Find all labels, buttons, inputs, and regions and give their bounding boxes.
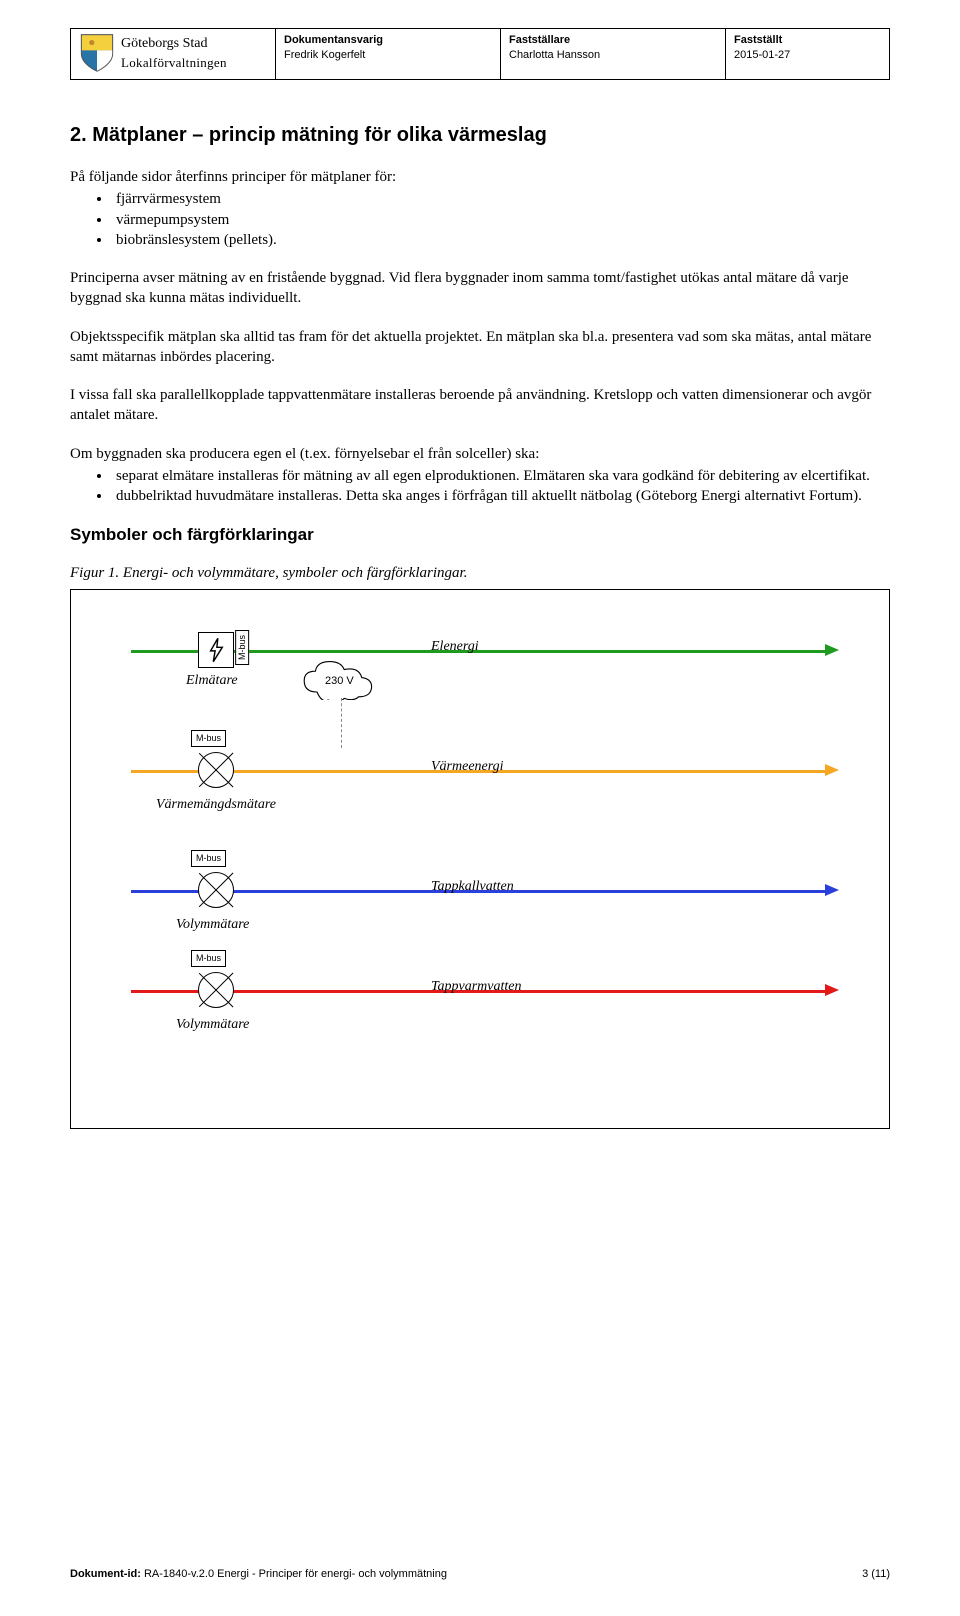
flow-label: Tappkallvatten bbox=[431, 878, 514, 897]
page-number: 3 (11) bbox=[862, 1567, 890, 1582]
electrical-list: separat elmätare installeras för mätning… bbox=[112, 466, 890, 507]
arrow-icon bbox=[825, 884, 839, 896]
figure-row-tappvarm: M-bus Tappvarmvatten Volymmätare bbox=[131, 960, 859, 1050]
arrow-icon bbox=[825, 764, 839, 776]
elmeter-symbol bbox=[198, 632, 234, 668]
volume-meter-symbol bbox=[198, 872, 234, 908]
system-list: fjärrvärmesystem värmepumpsystem biobrän… bbox=[112, 189, 890, 250]
flow-label: Tappvarmvatten bbox=[431, 978, 521, 997]
arrow-icon bbox=[825, 984, 839, 996]
symbols-heading: Symboler och färgförklaringar bbox=[70, 524, 890, 547]
flow-label: Värmeenergi bbox=[431, 758, 504, 777]
figure-row-tappkall: M-bus Tappkallvatten Volymmätare bbox=[131, 860, 859, 960]
list-item: separat elmätare installeras för mätning… bbox=[112, 466, 890, 486]
meter-caption: Volymmätare bbox=[176, 1016, 249, 1035]
document-id: Dokument-id: RA-1840-v.2.0 Energi - Prin… bbox=[70, 1567, 447, 1582]
mbus-tag: M-bus bbox=[235, 630, 249, 665]
figure-row-varmeenergi: M-bus Värmeenergi Värmemängdsmätare bbox=[131, 740, 859, 840]
header-date: Fastställt 2015-01-27 bbox=[726, 29, 889, 79]
list-item: biobränslesystem (pellets). bbox=[112, 230, 890, 250]
header-approver: Fastställare Charlotta Hansson bbox=[501, 29, 726, 79]
lead-paragraph: På följande sidor återfinns principer fö… bbox=[70, 167, 890, 187]
page-footer: Dokument-id: RA-1840-v.2.0 Energi - Prin… bbox=[70, 1567, 890, 1582]
meter-caption: Elmätare bbox=[186, 672, 238, 691]
arrow-icon bbox=[825, 644, 839, 656]
section-title: 2. Mätplaner – princip mätning för olika… bbox=[70, 122, 890, 149]
meter-caption: Värmemängdsmätare bbox=[156, 796, 276, 815]
figure-caption: Figur 1. Energi- och volymmätare, symbol… bbox=[70, 563, 890, 583]
volume-meter-symbol bbox=[198, 972, 234, 1008]
header-responsible: Dokumentansvarig Fredrik Kogerfelt bbox=[276, 29, 501, 79]
paragraph: Objektsspecifik mätplan ska alltid tas f… bbox=[70, 327, 890, 368]
mbus-tag: M-bus bbox=[191, 730, 226, 746]
voltage-label: 230 V bbox=[325, 674, 354, 689]
bolt-icon bbox=[207, 637, 225, 663]
city-shield-icon bbox=[79, 33, 115, 73]
paragraph: Om byggnaden ska producera egen el (t.ex… bbox=[70, 444, 890, 464]
figure-1: M-bus Elenergi Elmätare 230 V M-bus Värm… bbox=[70, 589, 890, 1129]
flow-label: Elenergi bbox=[431, 638, 479, 657]
list-item: värmepumpsystem bbox=[112, 210, 890, 230]
paragraph: I vissa fall ska parallellkopplade tappv… bbox=[70, 385, 890, 426]
document-header: Göteborgs Stad Lokalförvaltningen Dokume… bbox=[70, 28, 890, 80]
list-item: fjärrvärmesystem bbox=[112, 189, 890, 209]
list-item: dubbelriktad huvudmätare installeras. De… bbox=[112, 486, 890, 506]
figure-row-elenergi: M-bus Elenergi Elmätare 230 V bbox=[131, 620, 859, 700]
org-name: Göteborgs Stad Lokalförvaltningen bbox=[121, 35, 227, 71]
mbus-tag: M-bus bbox=[191, 950, 226, 966]
paragraph: Principerna avser mätning av en friståen… bbox=[70, 268, 890, 309]
header-logo-cell: Göteborgs Stad Lokalförvaltningen bbox=[71, 29, 276, 79]
meter-caption: Volymmätare bbox=[176, 916, 249, 935]
heat-meter-symbol bbox=[198, 752, 234, 788]
mbus-tag: M-bus bbox=[191, 850, 226, 866]
